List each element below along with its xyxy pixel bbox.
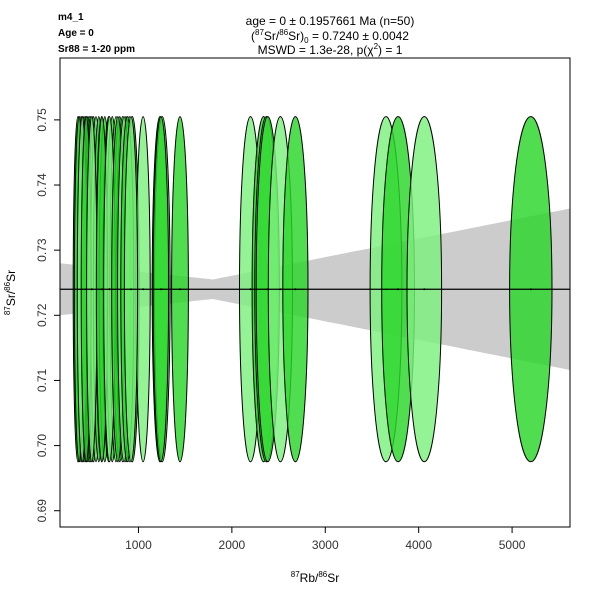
x-tick-label: 3000	[312, 538, 339, 552]
sample-sr88: Sr88 = 1-20 ppm	[58, 44, 135, 55]
sample-age: Age = 0	[58, 28, 94, 39]
plot-frame	[59, 57, 571, 528]
x-tick-label: 2000	[219, 538, 246, 552]
y-tick-label: 0.72	[35, 303, 49, 327]
y-tick-label: 0.73	[35, 238, 49, 262]
title-line-3: MSWD = 1.3e-28, p(χ2) = 1	[258, 42, 403, 57]
plot-area	[60, 116, 570, 463]
y-axis-label: 87Sr/86Sr	[3, 270, 18, 315]
x-tick-label: 4000	[405, 538, 432, 552]
x-tick-label: 1000	[125, 538, 152, 552]
chart-title: age = 0 ± 0.1957661 Ma (n=50)(87Sr/86Sr)…	[246, 14, 415, 57]
title-line-1: age = 0 ± 0.1957661 Ma (n=50)	[246, 14, 415, 28]
sample-info: m4_1 Age = 0 Sr88 = 1-20 ppm	[58, 10, 135, 58]
y-tick-label: 0.75	[35, 108, 49, 132]
x-tick-label: 5000	[499, 538, 526, 552]
y-tick-label: 0.71	[35, 368, 49, 392]
x-axis-label: 87Rb/86Sr	[291, 570, 340, 585]
axes: 1000 2000 3000 4000 5000 0.69 0.70 0.71 0.72 0.73…	[3, 57, 571, 585]
y-tick-label: 0.74	[35, 173, 49, 197]
y-tick-label: 0.70	[35, 434, 49, 458]
title-line-2: (87Sr/86Sr)0 = 0.7240 ± 0.0042	[251, 28, 409, 45]
sample-name: m4_1	[58, 12, 84, 23]
y-tick-label: 0.69	[35, 499, 49, 523]
plot-clip	[60, 116, 570, 463]
